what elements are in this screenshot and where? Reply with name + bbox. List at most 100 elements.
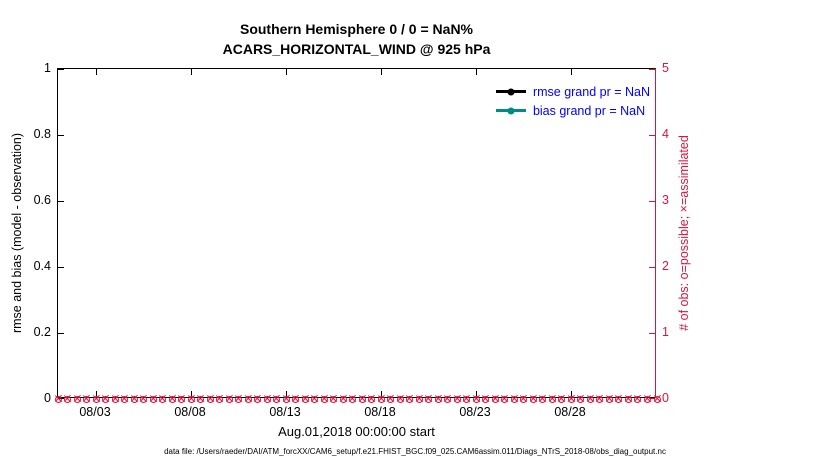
x-tick-label: 08/03 [79,405,111,419]
x-tick-label: 08/28 [554,405,586,419]
x-tick-mirror [191,69,192,75]
legend-label-bias: bias grand pr = NaN [532,103,646,118]
obs-count-marker [64,395,71,403]
data-file-caption: data file: /Users/raeder/DAI/ATM_forcXX/… [164,447,666,456]
chart-title: Southern Hemisphere 0 / 0 = NaN% [239,21,474,37]
obs-count-marker [520,395,528,403]
obs-count-marker [653,395,661,403]
obs-count-marker [491,395,499,403]
obs-count-marker [453,395,461,403]
x-tick-mirror [571,69,572,75]
right-y-tick [649,69,655,70]
obs-count-marker [197,395,205,403]
obs-count-marker [567,395,575,403]
obs-count-marker [482,395,490,403]
obs-count-marker [586,395,594,403]
right-y-tick [649,333,655,334]
x-tick-mirror [286,69,287,75]
obs-count-marker [577,395,585,403]
left-y-tick-label: 0 [44,391,51,405]
plot-area [54,68,661,403]
left-y-tick-label: 1 [44,61,51,75]
obs-count-marker [558,395,566,403]
obs-count-marker [463,395,471,403]
left-y-tick [58,267,64,268]
left-y-tick-label: 0.4 [33,259,51,273]
right-y-tick [649,267,655,268]
obs-count-marker [615,395,623,403]
obs-count-marker [444,395,452,403]
x-tick-mirror [381,69,382,75]
left-y-tick-label: 0.2 [33,325,51,339]
left-y-tick-label: 0.8 [33,127,51,141]
obs-count-marker [111,395,119,403]
obs-count-marker [377,395,385,403]
obs-count-marker [406,395,414,403]
obs-count-marker [358,395,366,403]
obs-count-marker [159,395,167,403]
obs-count-marker [501,395,509,403]
obs-count-marker [54,395,62,403]
left-y-tick [58,69,64,70]
right-y-tick [649,398,655,399]
obs-count-marker [92,395,100,403]
x-tick [571,391,572,397]
legend-label-rmse: rmse grand pr = NaN [532,84,650,99]
x-axis-label: Aug.01,2018 00:00:00 start [278,424,435,439]
obs-count-marker [368,395,376,403]
obs-count-marker [273,395,281,403]
right-y-tick-label: 3 [662,193,669,207]
obs-count-marker [168,395,176,403]
legend-row-rmse: rmse grand pr = NaN [495,84,650,99]
obs-count-marker [187,395,195,403]
chart-subtitle: ACARS_HORIZONTAL_WIND @ 925 hPa [222,41,491,57]
x-tick-label: 08/08 [174,405,206,419]
right-y-tick-label: 2 [662,259,669,273]
right-y-tick [649,201,655,202]
right-y-tick [649,135,655,136]
obs-count-marker [349,395,357,403]
obs-count-marker [434,395,442,403]
obs-count-marker [102,395,110,403]
right-axis-label: # of obs: o=possible; ×=assimilated [677,135,691,331]
x-tick [381,391,382,397]
obs-count-marker [425,395,433,403]
obs-count-marker [643,395,651,403]
x-tick [286,391,287,397]
obs-count-marker [624,395,632,403]
left-axis-label: rmse and bias (model - observation) [10,132,24,334]
obs-count-marker [263,395,271,403]
x-tick [191,391,192,397]
obs-count-marker [387,395,395,403]
legend-row-bias: bias grand pr = NaN [495,103,646,118]
obs-count-marker [235,395,243,403]
obs-count-marker [130,395,138,403]
obs-count-marker [140,395,148,403]
obs-count-marker [529,395,537,403]
legend: rmse grand pr = NaN bias grand pr = NaN [495,84,650,118]
right-y-tick-label: 4 [662,127,669,141]
x-tick-label: 08/18 [364,405,396,419]
right-y-tick-label: 0 [662,391,669,405]
obs-count-marker [330,395,338,403]
obs-count-marker [415,395,423,403]
left-y-tick-label: 0.6 [33,193,51,207]
obs-count-marker [311,395,319,403]
obs-count-marker [301,395,309,403]
obs-count-marker [225,395,233,403]
rmse-dot-icon [507,88,515,95]
obs-count-marker [149,395,157,403]
obs-count-marker [282,395,290,403]
obs-count-marker [605,395,613,403]
obs-count-marker [83,395,91,403]
right-y-tick-label: 5 [662,61,669,75]
obs-count-marker [216,395,224,403]
obs-count-marker [472,395,480,403]
x-tick-label: 08/23 [459,405,491,419]
obs-count-marker [510,395,518,403]
obs-count-marker [178,395,186,403]
obs-count-marker [634,395,642,403]
obs-count-marker [292,395,300,403]
left-y-tick [58,201,64,202]
